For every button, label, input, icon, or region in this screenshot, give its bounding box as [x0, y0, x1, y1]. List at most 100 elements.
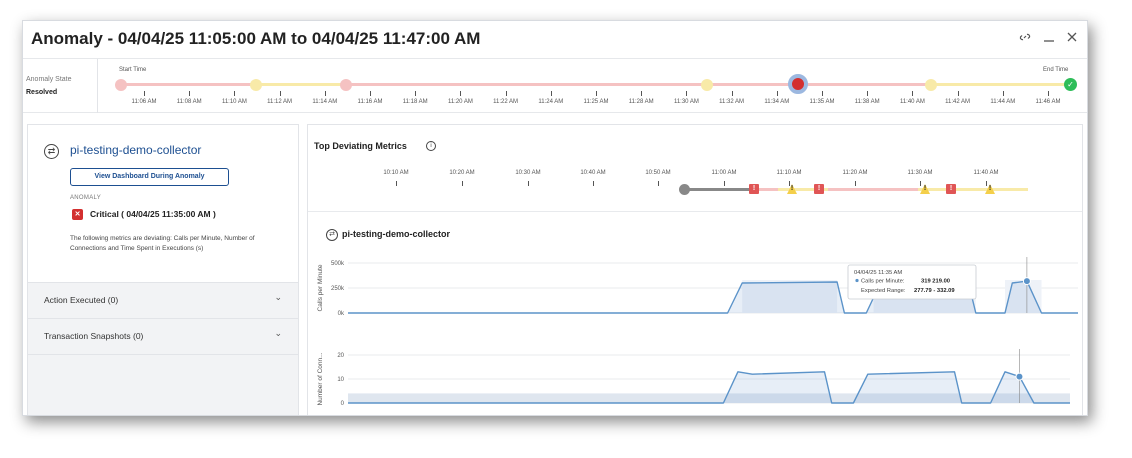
timeline-event-marker[interactable] [115, 78, 127, 91]
timeline-tick [641, 91, 643, 96]
top-deviating-metrics-title: Top Deviating Metrics [314, 141, 407, 151]
series-line [348, 371, 1070, 404]
timeline-tick-label: 11:30 AM [673, 99, 699, 105]
series-area [348, 371, 1070, 403]
entity-summary: ⇄ pi-testing-demo-collector View Dashboa… [28, 125, 298, 283]
mini-tick [920, 181, 921, 186]
start-time-label: Start Time [119, 67, 147, 73]
metric-charts: 500k 250k 0k Calls per Minute 20 10 0 Number of… [317, 257, 1078, 407]
info-icon[interactable]: i [426, 141, 436, 151]
tooltip-calls-value: 319 219.00 [921, 279, 950, 285]
title-bar: Anomaly - 04/04/25 11:05:00 AM to 04/04/… [23, 21, 1087, 59]
timeline-tick-label: 11:35 AM [809, 99, 835, 105]
tooltip-range-value: 277.79 - 332.09 [914, 288, 955, 294]
mini-segment [918, 188, 1028, 191]
timeline-tick [731, 91, 733, 96]
anomaly-state-value: Resolved [26, 89, 58, 96]
warning-event-icon[interactable]: ! [985, 184, 995, 194]
timeline-tick [776, 91, 778, 96]
timeline-tick [550, 91, 552, 96]
critical-event-icon[interactable]: ! [946, 184, 956, 194]
mini-tick-label: 10:40 AM [580, 170, 606, 176]
right-panel: Top Deviating Metrics i 10:10 AM 10:20 AM… [307, 124, 1083, 415]
critical-event-icon[interactable]: ! [749, 184, 759, 194]
tooltip-range-label: Expected Range: [861, 288, 906, 294]
anomaly-timeline: Anomaly State Resolved Start Time End Ti… [23, 59, 1087, 113]
deviation-description: The following metrics are deviating: Cal… [70, 235, 255, 252]
timeline-tick [957, 91, 959, 96]
mini-tick [789, 181, 790, 186]
selected-event-marker[interactable] [788, 74, 808, 94]
timeline-segment [931, 83, 1071, 86]
mini-tick-label: 10:30 AM [515, 170, 541, 176]
link-icon[interactable] [1019, 30, 1031, 46]
accordion-label: Transaction Snapshots (0) [44, 331, 144, 341]
timeline-tick-label: 11:24 AM [538, 99, 564, 105]
timeline-segment [255, 83, 346, 86]
chart-entity-title: pi-testing-demo-collector [342, 229, 451, 239]
accordion-transaction-snapshots[interactable]: Transaction Snapshots (0) ⌄ [28, 319, 298, 355]
expected-band [742, 280, 838, 313]
timeline-event-marker[interactable] [701, 78, 713, 91]
timeline-tick-label: 11:20 AM [447, 99, 473, 105]
y-axis-label: Number of Conn... [317, 352, 324, 405]
close-icon[interactable] [1066, 30, 1078, 46]
y-tick-label: 250k [331, 286, 345, 292]
mini-tick [396, 181, 397, 186]
warning-event-icon[interactable]: ! [787, 184, 797, 194]
mini-tick-label: 11:00 AM [711, 170, 737, 176]
timeline-segment [707, 83, 931, 86]
timeline-tick-label: 11:34 AM [764, 99, 790, 105]
tooltip-time: 04/04/25 11:35 AM [854, 270, 902, 276]
mini-segment [778, 188, 828, 191]
accordion-label: Action Executed (0) [44, 295, 119, 305]
divider [308, 211, 1082, 212]
mini-tick [528, 181, 529, 186]
view-dashboard-button[interactable]: View Dashboard During Anomaly [70, 168, 229, 186]
hover-point [1015, 372, 1024, 381]
mini-tick-label: 10:50 AM [645, 170, 671, 176]
timeline-tick [370, 91, 371, 96]
timeline-tick [324, 91, 326, 96]
timeline-tick [1002, 91, 1004, 96]
timeline-tick [822, 91, 823, 96]
mini-tick-label: 10:10 AM [383, 170, 409, 176]
timeline-tick-label: 11:44 AM [990, 99, 1016, 105]
mini-tick [593, 181, 594, 186]
minimize-icon[interactable] [1043, 30, 1055, 46]
timeline-tick [912, 91, 914, 96]
divider [97, 59, 98, 113]
critical-event-icon[interactable]: ! [814, 184, 824, 194]
mini-tick [724, 181, 725, 186]
tooltip-box [847, 264, 977, 300]
y-axis-label: Calls per Minute [317, 264, 324, 311]
mini-start-marker[interactable] [679, 184, 690, 195]
tooltip-calls-label: Calls per Minute: [861, 279, 905, 285]
mini-tick-label: 11:10 AM [776, 170, 802, 176]
timeline-event-marker[interactable] [250, 78, 262, 91]
timeline-tick [415, 91, 417, 96]
anomaly-section-label: ANOMALY [70, 195, 101, 201]
timeline-tick-label: 11:32 AM [719, 99, 745, 105]
accordion-action-executed[interactable]: Action Executed (0) ⌄ [28, 283, 298, 319]
timeline-segment [346, 83, 707, 86]
timeline-tick-label: 11:14 AM [312, 99, 338, 105]
timeline-segment [121, 83, 255, 86]
end-time-label: End Time [1043, 67, 1069, 73]
timeline-event-marker[interactable] [340, 78, 352, 91]
tooltip-series-dot [855, 278, 859, 283]
timeline-tick-label: 11:38 AM [854, 99, 880, 105]
mini-tick [855, 181, 856, 186]
warning-event-icon[interactable]: ! [920, 184, 930, 194]
collector-name[interactable]: pi-testing-demo-collector [70, 143, 202, 157]
timeline-tick [505, 91, 507, 96]
hover-point [1022, 277, 1031, 286]
timeline-tick-label: 11:46 AM [1035, 99, 1061, 105]
timeline-tick-label: 11:12 AM [267, 99, 293, 105]
y-tick-label: 0k [338, 311, 345, 317]
timeline-tick-label: 11:16 AM [357, 99, 383, 105]
timeline-tick [189, 91, 191, 96]
timeline-event-marker[interactable] [925, 78, 937, 91]
timeline-tick-label: 11:06 AM [131, 99, 157, 105]
timeline-tick [460, 91, 462, 96]
